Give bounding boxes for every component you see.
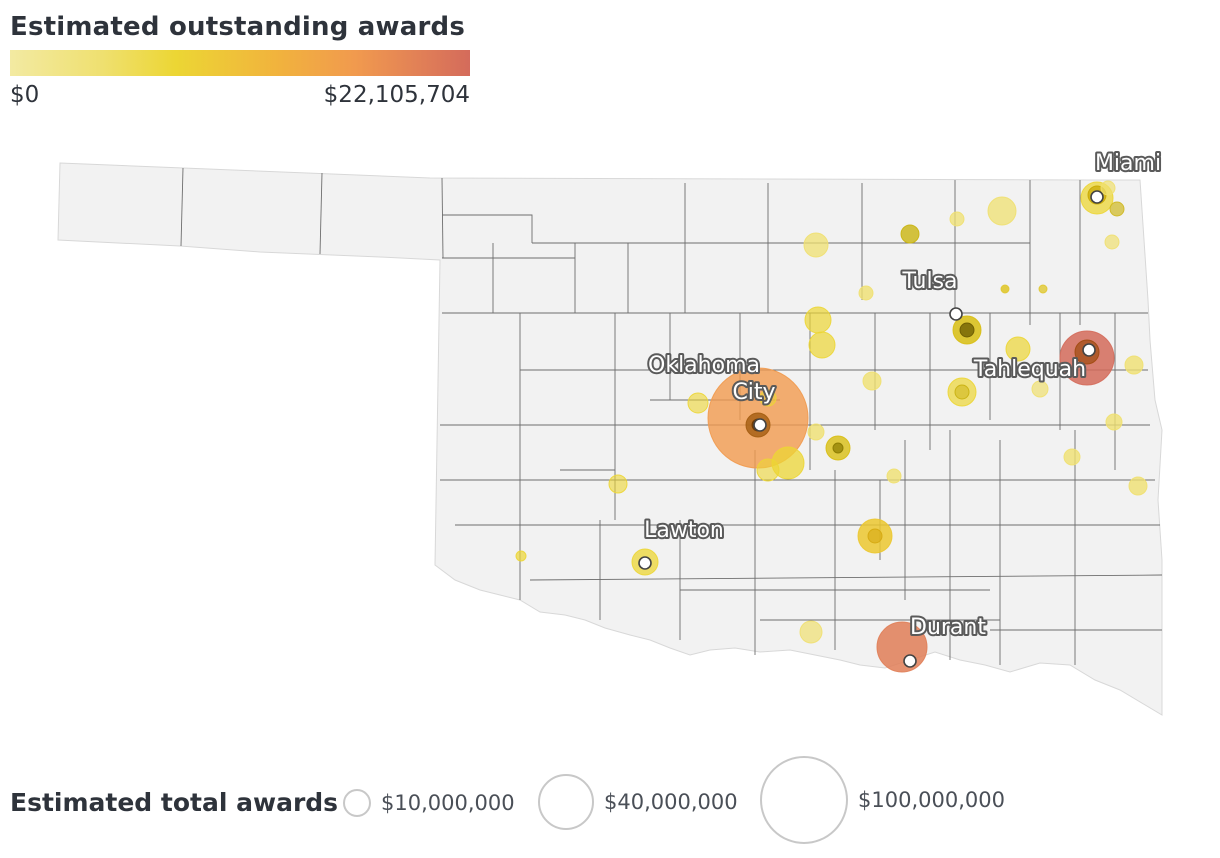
city-marker — [903, 654, 917, 668]
city-label: Tahlequah — [973, 357, 1086, 382]
county-border — [529, 574, 1163, 581]
size-legend-label: $10,000,000 — [381, 791, 515, 815]
city-label: City — [732, 380, 775, 405]
award-bubble — [867, 528, 883, 544]
award-bubble — [608, 474, 628, 494]
award-bubble — [803, 232, 829, 258]
award-bubble — [1109, 201, 1125, 217]
award-bubble — [808, 331, 836, 359]
award-bubble — [832, 442, 844, 454]
county-border — [319, 172, 323, 255]
award-bubble — [954, 384, 970, 400]
size-legend-item-large: $100,000,000 — [760, 756, 1005, 844]
size-circle-icon — [538, 774, 594, 830]
size-legend-item-medium: $40,000,000 — [538, 774, 738, 830]
award-bubble — [1031, 380, 1049, 398]
city-marker — [949, 307, 963, 321]
award-bubble — [900, 224, 920, 244]
color-legend-title: Estimated outstanding awards — [10, 12, 466, 42]
size-circle-icon — [760, 756, 848, 844]
size-circle-icon — [343, 789, 371, 817]
award-bubble — [1005, 336, 1031, 362]
state-shape — [57, 162, 1163, 716]
city-marker — [638, 556, 652, 570]
city-label: Oklahoma — [648, 353, 760, 378]
county-border — [442, 214, 533, 243]
size-legend-label: $100,000,000 — [858, 788, 1005, 812]
city-marker — [1082, 343, 1096, 357]
city-marker — [753, 418, 767, 432]
award-bubble — [1000, 284, 1010, 294]
size-legend-label: $40,000,000 — [604, 790, 738, 814]
award-bubble — [862, 371, 882, 391]
award-bubble — [959, 322, 975, 338]
award-bubble — [858, 285, 874, 301]
county-border — [180, 167, 184, 247]
award-bubble — [1124, 355, 1144, 375]
county-border — [441, 177, 444, 259]
city-marker — [1090, 190, 1104, 204]
size-legend: Estimated total awards $10,000,000 $40,0… — [10, 756, 1210, 848]
award-bubble — [949, 211, 965, 227]
color-legend-max: $22,105,704 — [323, 82, 470, 108]
award-bubble — [799, 620, 823, 644]
city-label: Durant — [910, 615, 986, 640]
size-legend-item-small: $10,000,000 — [343, 789, 515, 817]
award-bubble — [756, 458, 780, 482]
city-label: Lawton — [644, 518, 724, 543]
award-bubble — [1104, 234, 1120, 250]
award-bubble — [759, 389, 777, 407]
city-label: Tulsa — [901, 269, 957, 294]
size-legend-title: Estimated total awards — [10, 788, 339, 817]
award-bubble — [687, 392, 709, 414]
award-bubble — [1128, 476, 1148, 496]
color-gradient-bar — [10, 50, 470, 76]
city-label: Miami — [1095, 151, 1161, 176]
award-bubble — [807, 423, 825, 441]
award-bubble — [515, 550, 527, 562]
award-bubble — [1063, 448, 1081, 466]
color-legend-min: $0 — [10, 82, 40, 108]
award-bubble — [804, 306, 832, 334]
color-legend: Estimated outstanding awards $0 $22,105,… — [10, 12, 470, 108]
award-bubble — [1100, 180, 1116, 196]
award-bubble — [886, 468, 902, 484]
award-bubble — [1038, 284, 1048, 294]
award-bubble — [987, 196, 1017, 226]
award-bubble — [1105, 413, 1123, 431]
